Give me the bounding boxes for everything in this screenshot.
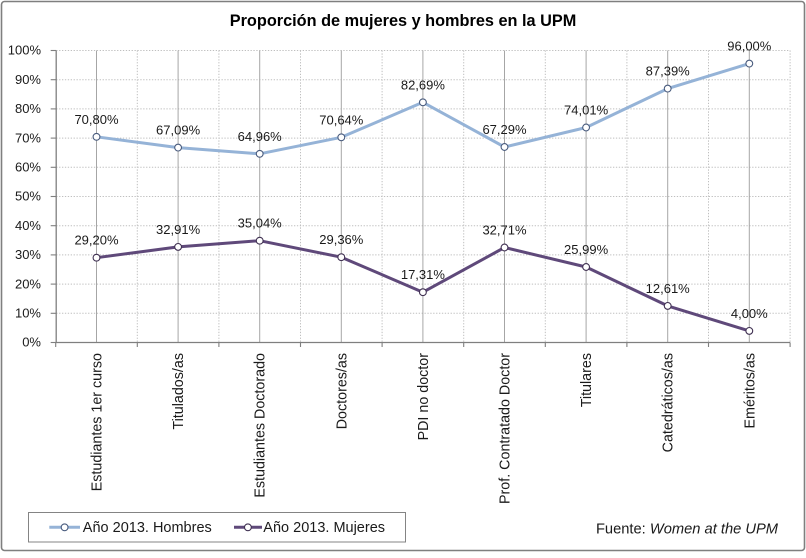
svg-text:74,01%: 74,01%	[564, 103, 609, 118]
svg-text:Titulados/as: Titulados/as	[171, 353, 187, 430]
svg-text:70%: 70%	[15, 130, 41, 145]
svg-text:Doctores/as: Doctores/as	[334, 353, 350, 429]
svg-text:60%: 60%	[15, 160, 41, 175]
svg-text:90%: 90%	[15, 72, 41, 87]
svg-text:50%: 50%	[15, 189, 41, 204]
svg-text:64,96%: 64,96%	[238, 129, 283, 144]
svg-text:32,71%: 32,71%	[482, 223, 527, 238]
svg-text:29,20%: 29,20%	[74, 233, 119, 248]
svg-text:67,09%: 67,09%	[156, 123, 201, 138]
svg-text:17,31%: 17,31%	[401, 267, 446, 282]
svg-text:Estudiantes Doctorado: Estudiantes Doctorado	[253, 353, 269, 498]
svg-text:96,00%: 96,00%	[727, 39, 772, 54]
svg-text:Año 2013. Mujeres: Año 2013. Mujeres	[263, 520, 385, 536]
svg-text:25,99%: 25,99%	[564, 242, 609, 257]
svg-text:20%: 20%	[15, 276, 41, 291]
svg-text:30%: 30%	[15, 247, 41, 262]
svg-text:87,39%: 87,39%	[646, 64, 691, 79]
svg-text:67,29%: 67,29%	[482, 122, 527, 137]
svg-text:PDI no doctor: PDI no doctor	[416, 353, 432, 441]
svg-text:Titulares: Titulares	[579, 353, 595, 407]
svg-text:100%: 100%	[8, 43, 42, 58]
svg-text:70,64%: 70,64%	[319, 112, 364, 127]
svg-text:Catedráticos/as: Catedráticos/as	[661, 353, 677, 452]
svg-text:4,00%: 4,00%	[731, 306, 768, 321]
svg-text:12,61%: 12,61%	[646, 281, 691, 296]
svg-text:0%: 0%	[22, 335, 41, 350]
svg-text:80%: 80%	[15, 101, 41, 116]
svg-text:Eméritos/as: Eméritos/as	[742, 353, 758, 428]
svg-text:Proporción de mujeres y hombre: Proporción de mujeres y hombres en la UP…	[230, 12, 577, 30]
svg-text:Prof. Contratado Doctor: Prof. Contratado Doctor	[498, 353, 514, 504]
svg-text:29,36%: 29,36%	[319, 232, 364, 247]
svg-text:40%: 40%	[15, 218, 41, 233]
svg-text:10%: 10%	[15, 306, 41, 321]
svg-text:82,69%: 82,69%	[401, 77, 446, 92]
svg-text:32,91%: 32,91%	[156, 222, 201, 237]
svg-text:Fuente: Women at the UPM: Fuente: Women at the UPM	[596, 522, 779, 538]
svg-text:35,04%: 35,04%	[238, 216, 283, 231]
svg-text:70,80%: 70,80%	[74, 112, 119, 127]
svg-text:Año 2013. Hombres: Año 2013. Hombres	[83, 520, 212, 536]
svg-text:Estudiantes 1er curso: Estudiantes 1er curso	[90, 353, 106, 491]
